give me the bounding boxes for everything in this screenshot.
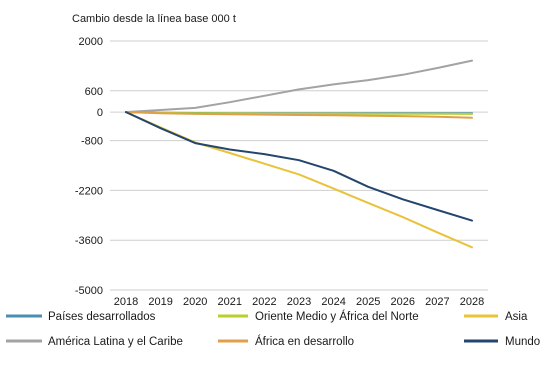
- x-axis-ticks: 2018 2019 2020 2021 2022 2023 2024 2025 2026 2027…: [114, 296, 484, 308]
- x-tick-label: 2026: [391, 296, 415, 308]
- x-tick-label: 2021: [218, 296, 242, 308]
- y-tick-label: 2000: [79, 36, 103, 48]
- series-lines: [125, 59, 473, 249]
- x-tick-label: 2023: [287, 296, 311, 308]
- legend-label: Oriente Medio y África del Norte: [255, 310, 419, 323]
- x-tick-label: 2022: [252, 296, 276, 308]
- y-tick-label: -2200: [75, 185, 103, 197]
- series-line: [125, 59, 473, 114]
- series-line: [125, 111, 473, 249]
- x-tick-label: 2028: [460, 296, 484, 308]
- x-tick-label: 2020: [183, 296, 207, 308]
- y-tick-label: -800: [81, 136, 103, 148]
- legend-label: Asia: [505, 311, 528, 323]
- y-tick-label: 0: [97, 107, 103, 119]
- x-tick-label: 2025: [356, 296, 380, 308]
- legend-label: Países desarrollados: [48, 311, 156, 323]
- y-tick-label: -3600: [75, 235, 103, 247]
- series-line: [125, 111, 473, 222]
- x-tick-label: 2019: [148, 296, 172, 308]
- x-tick-label: 2018: [114, 296, 138, 308]
- x-tick-label: 2027: [425, 296, 449, 308]
- legend-label: África en desarrollo: [255, 335, 354, 348]
- x-tick-label: 2024: [321, 296, 345, 308]
- legend: Países desarrollados Oriente Medio y Áfri…: [6, 310, 540, 348]
- chart-title: Cambio desde la línea base 000 t: [72, 13, 236, 25]
- grid-lines: [110, 40, 488, 291]
- y-axis-ticks: 2000 600 0 -800 -2200 -3600 -5000: [75, 36, 103, 297]
- legend-label: Mundo: [505, 336, 540, 348]
- legend-label: América Latina y el Caribe: [48, 336, 183, 348]
- y-tick-label: -5000: [75, 285, 103, 297]
- y-tick-label: 600: [85, 86, 103, 98]
- series-line: [125, 111, 473, 119]
